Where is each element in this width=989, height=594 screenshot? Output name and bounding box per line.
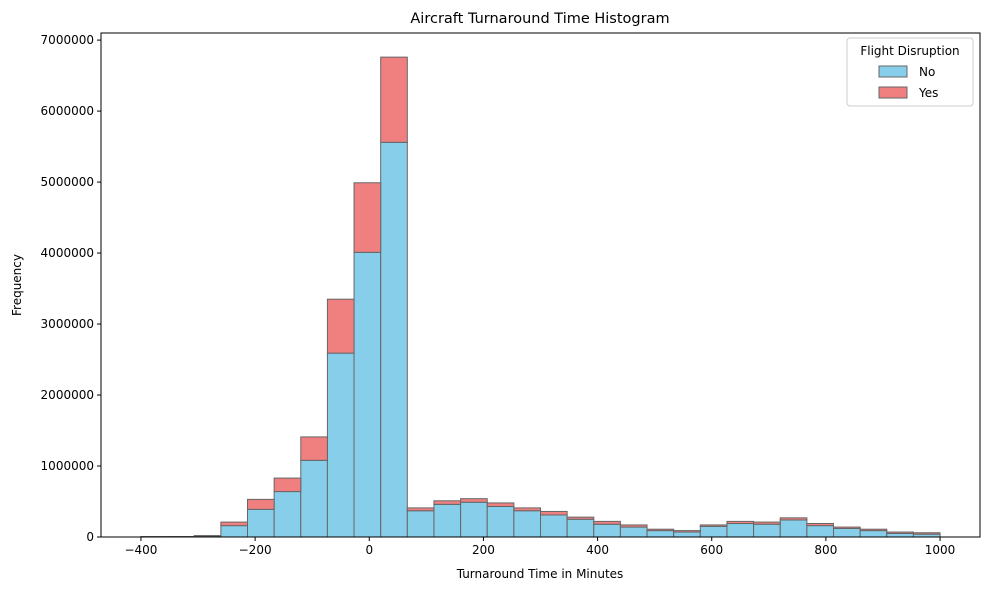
x-tick-label: 800 xyxy=(814,543,837,557)
bar-yes-17 xyxy=(594,521,621,524)
bar-yes-7 xyxy=(327,299,354,353)
legend-swatch-yes xyxy=(879,87,907,98)
x-tick-label: −400 xyxy=(124,543,157,557)
bar-yes-28 xyxy=(887,532,914,533)
bar-yes-5 xyxy=(274,478,301,491)
y-axis-label: Frequency xyxy=(10,254,24,316)
bar-yes-6 xyxy=(301,437,328,460)
bar-no-4 xyxy=(248,509,275,537)
y-tick-label: 3000000 xyxy=(41,317,94,331)
bar-no-20 xyxy=(674,532,701,537)
bar-no-10 xyxy=(407,511,434,537)
legend-label-yes: Yes xyxy=(918,86,938,100)
y-tick-label: 5000000 xyxy=(41,175,94,189)
bar-yes-21 xyxy=(700,525,727,526)
bars-group xyxy=(141,57,940,537)
x-tick-label: 600 xyxy=(700,543,723,557)
bar-yes-15 xyxy=(541,511,568,515)
bar-yes-12 xyxy=(461,499,488,503)
x-tick-label: 0 xyxy=(365,543,373,557)
bar-no-26 xyxy=(833,528,860,537)
bar-no-21 xyxy=(700,526,727,537)
plot-frame xyxy=(101,33,980,537)
bar-yes-3 xyxy=(221,522,248,526)
bar-yes-19 xyxy=(647,529,674,530)
y-tick-label: 0 xyxy=(86,530,94,544)
y-tick-label: 4000000 xyxy=(41,246,94,260)
bar-no-17 xyxy=(594,524,621,537)
bar-yes-24 xyxy=(780,518,807,520)
legend-swatch-no xyxy=(879,66,907,77)
bar-yes-20 xyxy=(674,531,701,532)
bar-yes-22 xyxy=(727,521,754,523)
x-axis-ticks: −400 −200 0 200 400 600 800 1000 xyxy=(124,537,955,557)
bar-no-12 xyxy=(461,502,488,537)
bar-yes-23 xyxy=(754,522,781,524)
bar-no-28 xyxy=(887,533,914,537)
bar-no-19 xyxy=(647,531,674,537)
bar-no-8 xyxy=(354,252,381,537)
bar-yes-16 xyxy=(567,517,594,519)
bar-no-13 xyxy=(487,506,514,537)
bar-yes-9 xyxy=(381,57,408,142)
x-tick-label: −200 xyxy=(239,543,272,557)
bar-yes-4 xyxy=(248,499,275,509)
bar-yes-11 xyxy=(434,501,461,505)
y-tick-label: 2000000 xyxy=(41,388,94,402)
bar-no-27 xyxy=(860,531,887,537)
bar-yes-13 xyxy=(487,503,514,507)
legend: Flight Disruption No Yes xyxy=(847,38,973,106)
bar-no-16 xyxy=(567,519,594,537)
y-tick-label: 7000000 xyxy=(41,33,94,47)
bar-no-7 xyxy=(327,353,354,537)
x-tick-label: 400 xyxy=(586,543,609,557)
bar-no-22 xyxy=(727,524,754,537)
y-tick-label: 1000000 xyxy=(41,459,94,473)
bar-yes-26 xyxy=(833,527,860,528)
bar-no-11 xyxy=(434,504,461,537)
bar-no-3 xyxy=(221,526,248,537)
bar-yes-14 xyxy=(514,508,541,511)
x-axis-label: Turnaround Time in Minutes xyxy=(456,567,624,581)
chart-title: Aircraft Turnaround Time Histogram xyxy=(410,11,669,27)
legend-label-no: No xyxy=(919,65,935,79)
bar-no-25 xyxy=(807,526,834,537)
bar-no-18 xyxy=(620,527,647,537)
legend-title: Flight Disruption xyxy=(860,44,959,58)
bar-no-24 xyxy=(780,520,807,537)
bar-no-6 xyxy=(301,460,328,537)
bar-no-23 xyxy=(754,524,781,537)
y-axis-ticks: 0 1000000 2000000 3000000 4000000 5000000 6000… xyxy=(41,33,101,544)
bar-no-9 xyxy=(381,142,408,537)
bar-no-5 xyxy=(274,492,301,537)
x-tick-label: 1000 xyxy=(925,543,956,557)
y-tick-label: 6000000 xyxy=(41,104,94,118)
bar-yes-8 xyxy=(354,183,381,253)
bar-yes-29 xyxy=(913,533,940,534)
bar-no-15 xyxy=(541,515,568,537)
bar-yes-18 xyxy=(620,525,647,527)
bar-yes-10 xyxy=(407,508,434,511)
bar-no-14 xyxy=(514,511,541,537)
x-tick-label: 200 xyxy=(472,543,495,557)
bar-yes-27 xyxy=(860,529,887,530)
bar-yes-25 xyxy=(807,524,834,526)
